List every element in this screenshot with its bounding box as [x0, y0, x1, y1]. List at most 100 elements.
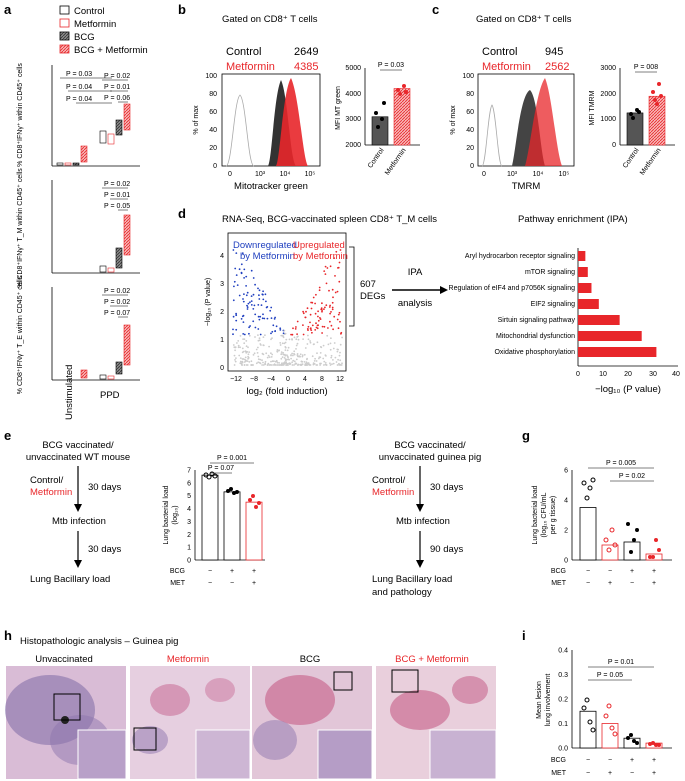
panel-f-flow-4: Metformin: [372, 487, 414, 498]
panel-g-pval-2: P = 0.02: [619, 473, 645, 480]
volcano-point: [291, 352, 293, 355]
panel-f-flow-5: 30 days: [430, 482, 464, 493]
volcano-point: [335, 250, 338, 253]
volcano-point: [245, 364, 248, 366]
panel-g-pval-1: P = 0.005: [606, 460, 636, 467]
volcano-point: [341, 362, 343, 365]
panel-f-flow-3: Control/: [372, 475, 406, 486]
volcano-point: [243, 333, 246, 336]
volcano-point: [261, 359, 263, 362]
volcano-point: [318, 286, 321, 289]
volcano-point: [239, 357, 242, 359]
volcano-point: [316, 352, 318, 355]
volcano-point: [338, 261, 341, 264]
panel-f-flow-2: unvaccinated guinea pig: [379, 452, 481, 463]
panel-i-bar-3: [623, 737, 641, 749]
volcano-point: [266, 306, 269, 308]
volcano-point: [261, 317, 264, 320]
volcano-point: [258, 298, 261, 300]
volcano-point: [245, 345, 248, 348]
volcano-point: [293, 336, 296, 339]
legend-swatch-bcg-metformin: [59, 44, 70, 54]
i-ticks-label-0: 0.0: [558, 746, 568, 753]
volcano-point: [232, 328, 234, 331]
volcano-point: [334, 356, 337, 359]
volcano-point: [280, 363, 283, 366]
panel-h-label-metformin: Metformin: [167, 654, 209, 665]
volcano-point: [290, 354, 292, 357]
volcano-point: [330, 311, 332, 313]
degs-bracket: [349, 246, 355, 327]
volcano-point: [259, 343, 262, 345]
volcano-point: [293, 352, 295, 355]
volcano-point: [264, 360, 267, 363]
volcano-point: [250, 304, 253, 306]
panel-b-barchart: MFI MT green 2000 3000 4000 5000 P = 0.0…: [335, 62, 420, 177]
volcano-point: [236, 342, 238, 344]
panel-i-ylabel-2: lung involvement: [545, 674, 552, 727]
panel-c-bar-control: [626, 112, 644, 146]
panel-e-ylabel-2: (log₁₀): [172, 505, 179, 524]
volcano-point: [329, 265, 332, 268]
volcano-point: [325, 304, 328, 307]
volcano-point: [240, 263, 243, 266]
volcano-point: [328, 289, 330, 292]
panel-g-met-1: −: [586, 580, 590, 587]
volcano-point: [329, 364, 332, 366]
volcano-point: [314, 357, 316, 360]
panel-c-bar-category-control: Control: [622, 147, 641, 170]
volcano-point: [295, 326, 297, 328]
panel-b-legend-metformin-value: 4385: [294, 61, 318, 73]
volcano-point: [332, 296, 334, 299]
volcano-point: [325, 364, 328, 366]
volcano-point: [269, 309, 272, 312]
volcano-point: [263, 317, 266, 320]
volcano-point: [336, 318, 339, 321]
volcano-point: [317, 310, 319, 313]
volcano-point: [244, 350, 247, 353]
panel-c-bar-ytick-2: 2000: [600, 91, 616, 98]
volcano-up-label-2: by Metformin: [293, 251, 348, 262]
panel-e-flow-7: 30 days: [88, 544, 122, 555]
legend-swatch-control: [59, 5, 70, 15]
volcano-point: [311, 331, 313, 334]
panel-i-bar-1: [579, 710, 597, 749]
volcano-point: [332, 362, 335, 365]
volcano-point: [288, 338, 291, 341]
panel-c-hist-xtick-3: 10⁵: [559, 171, 570, 178]
panel-b-hist-ytick-0: 0: [213, 163, 217, 170]
volcano-point: [307, 338, 310, 341]
volcano-point: [242, 321, 245, 323]
panel-e-bcg-1: −: [208, 568, 212, 575]
volcano-point: [240, 318, 243, 320]
volcano-point: [234, 267, 237, 270]
e-ticks-label-6: 6: [187, 480, 191, 487]
volcano-point: [262, 290, 264, 293]
panel-b-bar-ytick-1: 3000: [345, 116, 361, 123]
panel-c-hist-xtick-2: 10⁴: [533, 171, 544, 178]
pathway-bar-7: [578, 347, 657, 357]
volcano-point: [278, 349, 280, 352]
volcano-point: [302, 312, 305, 315]
panel-a-plot-3-pval-3: P = 0.07: [104, 310, 130, 317]
volcano-point: [262, 293, 264, 296]
volcano-point: [283, 342, 286, 345]
volcano-point: [257, 334, 259, 336]
volcano-point: [315, 360, 318, 362]
volcano-point: [242, 338, 245, 340]
volcano-point: [290, 357, 292, 360]
ipa-arrow-head: [440, 286, 448, 294]
volcano-point: [276, 349, 279, 351]
volcano-down-label-2: by Metformin: [240, 251, 295, 262]
panel-e-flow-2: unvaccinated WT mouse: [26, 452, 130, 463]
volcano-point: [273, 363, 276, 366]
volcano-point: [336, 364, 339, 366]
panel-g-bcg-1: −: [586, 568, 590, 575]
volcano-point: [319, 356, 322, 359]
volcano-point: [235, 357, 237, 359]
panel-a-plot-3-pval-2: P = 0.02: [104, 299, 130, 306]
volcano-point: [238, 268, 241, 271]
panel-g-bar-1: [579, 507, 597, 561]
legend-label-bcg-metformin: BCG + Metformin: [74, 45, 148, 56]
volcano-point: [338, 311, 341, 314]
